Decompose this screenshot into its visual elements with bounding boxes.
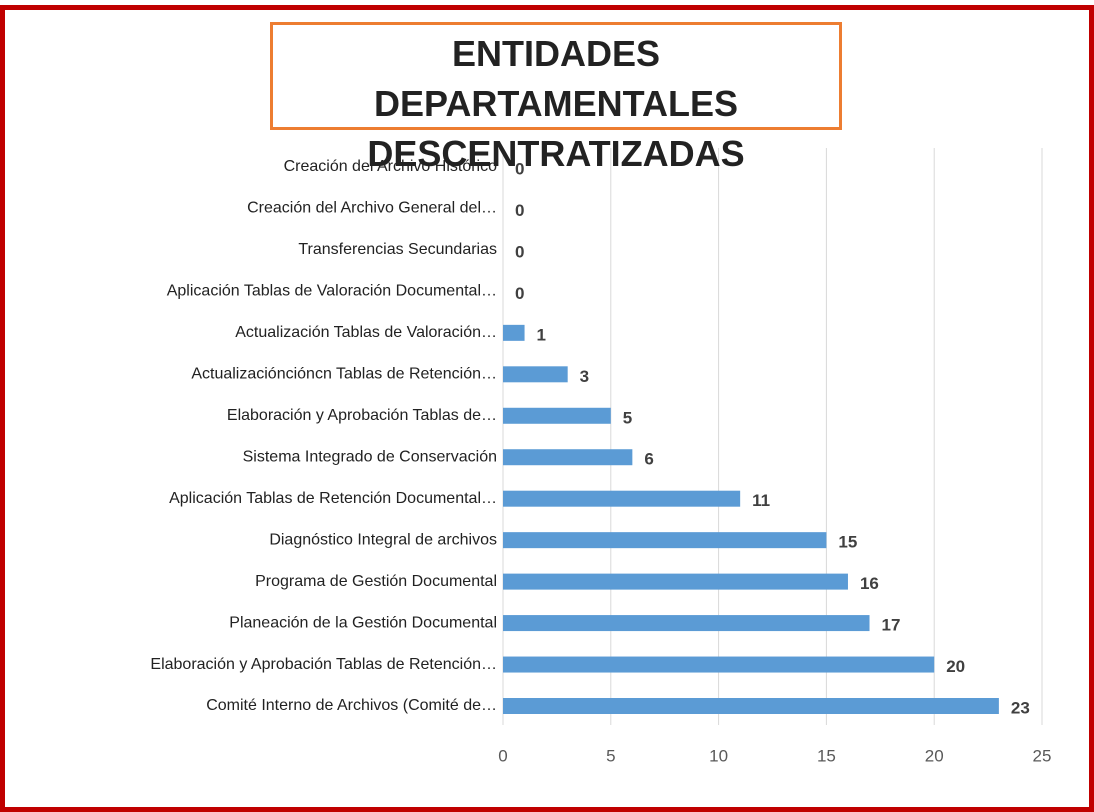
bar bbox=[503, 407, 611, 424]
data-label: 6 bbox=[644, 450, 653, 469]
bar bbox=[503, 324, 525, 341]
y-tick-label: Transferencias Secundarias bbox=[298, 241, 497, 258]
chart-title: ENTIDADES DEPARTAMENTALES DESCENTRATIZAD… bbox=[270, 22, 842, 174]
bar bbox=[503, 490, 741, 507]
y-tick-label: Aplicación Tablas de Retención Documenta… bbox=[169, 490, 497, 507]
y-tick-label: Aplicación Tablas de Valoración Document… bbox=[167, 283, 497, 300]
bar bbox=[503, 656, 935, 673]
data-label: 0 bbox=[515, 201, 524, 220]
y-tick-label: Actualizacióncióncn Tablas de Retención… bbox=[191, 366, 497, 383]
data-label: 0 bbox=[515, 284, 524, 303]
y-tick-label: Creación del Archivo Histórico bbox=[284, 158, 498, 175]
y-tick-label: Actualización Tablas de Valoración… bbox=[235, 324, 497, 341]
x-tick-label: 25 bbox=[1033, 746, 1052, 765]
y-tick-label: Programa de Gestión Documental bbox=[255, 573, 497, 590]
y-tick-label: Creación del Archivo General del… bbox=[247, 200, 497, 217]
x-tick-label: 10 bbox=[709, 746, 728, 765]
data-label: 15 bbox=[838, 533, 857, 552]
bar bbox=[503, 698, 999, 714]
bar bbox=[503, 615, 870, 632]
data-label: 20 bbox=[946, 657, 965, 676]
bar bbox=[503, 573, 848, 590]
y-tick-label: Sistema Integrado de Conservación bbox=[243, 448, 497, 465]
x-tick-label: 20 bbox=[925, 746, 944, 765]
x-tick-label: 0 bbox=[498, 746, 507, 765]
bar bbox=[503, 366, 568, 383]
x-tick-label: 5 bbox=[606, 746, 615, 765]
y-tick-label: Elaboración y Aprobación Tablas de Reten… bbox=[150, 656, 497, 673]
y-tick-label: Comité Interno de Archivos (Comité de… bbox=[206, 697, 497, 714]
bar bbox=[503, 532, 827, 549]
y-tick-label: Planeación de la Gestión Documental bbox=[229, 614, 497, 631]
data-label: 16 bbox=[860, 574, 879, 593]
y-tick-label: Elaboración y Aprobación Tablas de… bbox=[227, 407, 497, 424]
frame bbox=[0, 5, 1094, 812]
bar bbox=[503, 449, 633, 466]
data-label: 0 bbox=[515, 159, 524, 178]
data-label: 11 bbox=[752, 491, 770, 510]
x-tick-label: 15 bbox=[817, 746, 836, 765]
y-tick-label: Diagnóstico Integral de archivos bbox=[269, 531, 497, 548]
data-label: 23 bbox=[1011, 698, 1030, 717]
data-label: 3 bbox=[580, 367, 589, 386]
data-label: 1 bbox=[537, 325, 546, 344]
data-label: 0 bbox=[515, 242, 524, 261]
data-label: 17 bbox=[882, 616, 901, 635]
data-label: 5 bbox=[623, 408, 632, 427]
